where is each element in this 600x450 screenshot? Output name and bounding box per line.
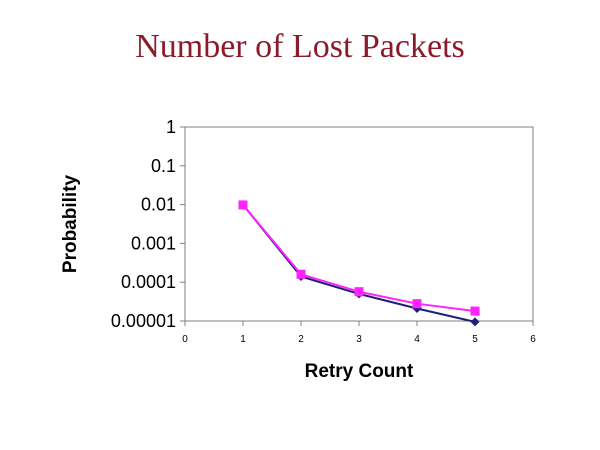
x-tick-label: 5 (472, 334, 478, 345)
x-ticks: 0 1 2 3 4 5 6 (182, 321, 536, 345)
y-ticks: 1 0.1 0.01 0.001 0.0001 0.00001 (111, 117, 185, 331)
x-tick-label: 3 (356, 334, 362, 345)
y-tick-label: 0.001 (131, 233, 176, 253)
y-tick-label: 0.01 (141, 195, 176, 215)
y-tick-label: 0.0001 (121, 272, 176, 292)
chart-title: Number of Lost Packets (135, 28, 465, 65)
y-axis-title: Probability (60, 174, 81, 273)
x-tick-label: 0 (182, 334, 188, 345)
x-tick-label: 4 (414, 334, 420, 345)
x-axis-title: Retry Count (305, 361, 414, 382)
series-layer (238, 200, 480, 327)
y-tick-label: 1 (166, 117, 176, 137)
series-2-point (238, 200, 248, 210)
y-tick-label: 0.00001 (111, 311, 176, 331)
series-2-point (354, 287, 364, 297)
series-2-point (296, 269, 306, 279)
series-2-point (412, 299, 422, 309)
x-tick-label: 6 (530, 334, 536, 345)
x-tick-label: 2 (298, 334, 304, 345)
y-tick-label: 0.1 (151, 156, 176, 176)
x-tick-label: 1 (240, 334, 246, 345)
series-1-point (470, 317, 480, 327)
series-2-point (470, 306, 480, 316)
